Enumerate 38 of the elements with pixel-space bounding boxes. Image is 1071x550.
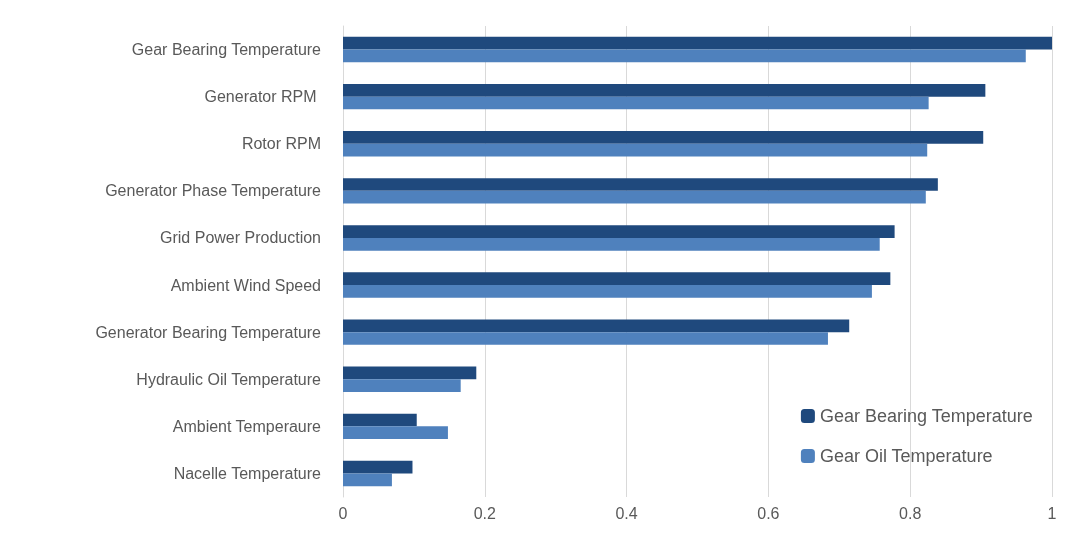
- bar: [343, 96, 929, 110]
- x-tick-label: 0.6: [757, 504, 780, 522]
- x-tick-label: 0.2: [473, 504, 497, 522]
- bar: [343, 366, 477, 380]
- bar: [343, 473, 392, 487]
- bar: [343, 319, 850, 333]
- bar: [343, 36, 1052, 50]
- bar: [343, 225, 895, 238]
- y-tick-label: Ambient Wind Speed: [170, 276, 321, 294]
- bar: [343, 178, 938, 191]
- bar: [343, 460, 413, 474]
- y-tick-label: Generator Phase Temperature: [105, 182, 322, 200]
- bar: [343, 49, 1026, 63]
- bar: [343, 379, 461, 392]
- legend-label: Gear Oil Temperature: [819, 446, 993, 466]
- x-tick-label: 0: [338, 504, 348, 522]
- y-tick-label: Hydraulic Oil Temperature: [136, 370, 322, 388]
- y-tick-label: Gear Bearing Temperature: [131, 41, 322, 59]
- x-tick-label: 1: [1047, 504, 1057, 522]
- bar: [343, 332, 828, 345]
- y-tick-label: Nacelle Temperature: [173, 464, 322, 482]
- bar: [343, 131, 984, 144]
- bar: [343, 426, 448, 440]
- x-tick-label: 0.8: [899, 504, 922, 522]
- bar: [343, 83, 986, 97]
- x-tick-label: 0.4: [615, 504, 638, 522]
- bar: [343, 190, 926, 204]
- bar: [343, 413, 417, 427]
- legend-label: Gear Bearing Temperature: [819, 406, 1033, 426]
- y-tick-label: Ambient Temperaure: [172, 417, 322, 435]
- y-tick-label: Grid Power Production: [160, 229, 321, 247]
- bar: [343, 272, 891, 286]
- y-tick-label: Generator Bearing Temperature: [95, 323, 322, 341]
- bar: [343, 285, 872, 298]
- bar: [343, 237, 880, 251]
- y-tick-label: Generator RPM: [204, 88, 321, 106]
- bar: [343, 143, 928, 157]
- y-tick-label: Rotor RPM: [241, 135, 321, 153]
